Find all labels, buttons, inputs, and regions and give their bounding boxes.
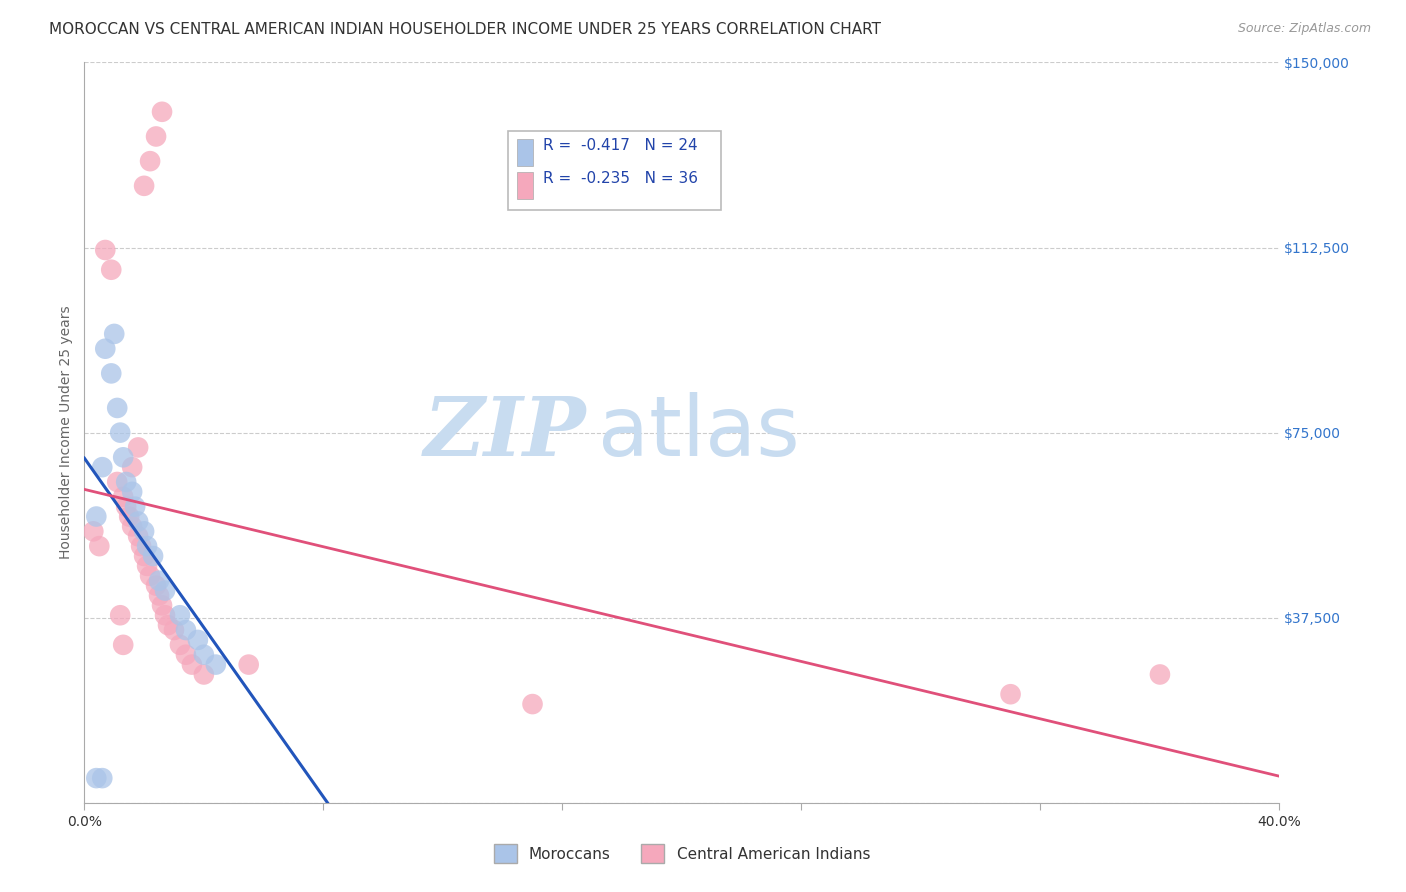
Point <box>205 657 228 672</box>
Point <box>153 608 176 623</box>
Point <box>193 648 215 662</box>
Point <box>136 539 159 553</box>
Point <box>132 178 156 193</box>
Point <box>174 623 197 637</box>
Point <box>238 657 260 672</box>
Text: atlas: atlas <box>599 392 800 473</box>
Point <box>118 509 141 524</box>
Point <box>121 519 143 533</box>
Point <box>169 608 191 623</box>
Point <box>139 568 162 582</box>
Point <box>181 657 204 672</box>
Point <box>127 441 149 455</box>
Point <box>115 475 138 489</box>
Point <box>153 583 176 598</box>
Point <box>157 618 180 632</box>
Point <box>86 771 108 785</box>
Text: ZIP: ZIP <box>423 392 586 473</box>
Point <box>112 490 135 504</box>
Point <box>127 529 149 543</box>
Point <box>132 524 156 539</box>
Point <box>127 515 149 529</box>
Point <box>82 524 104 539</box>
Point <box>142 549 165 563</box>
Point <box>110 425 132 440</box>
Point <box>148 589 170 603</box>
Point <box>89 539 111 553</box>
Point <box>91 771 114 785</box>
Point <box>129 539 152 553</box>
Point <box>112 638 135 652</box>
Point <box>145 129 167 144</box>
Point <box>148 574 170 588</box>
Point <box>91 460 114 475</box>
Point <box>150 104 173 119</box>
Point <box>169 638 191 652</box>
Text: MOROCCAN VS CENTRAL AMERICAN INDIAN HOUSEHOLDER INCOME UNDER 25 YEARS CORRELATIO: MOROCCAN VS CENTRAL AMERICAN INDIAN HOUS… <box>49 22 882 37</box>
Point <box>124 500 146 514</box>
Text: R =  -0.417   N = 24: R = -0.417 N = 24 <box>543 138 697 153</box>
Point <box>187 632 209 647</box>
Point <box>112 450 135 465</box>
Point <box>115 500 138 514</box>
Point <box>100 367 122 381</box>
Point <box>94 342 117 356</box>
Point <box>105 475 128 489</box>
Point <box>121 484 143 499</box>
Point <box>1149 667 1171 681</box>
Point <box>105 401 128 415</box>
Text: R =  -0.235   N = 36: R = -0.235 N = 36 <box>543 171 697 186</box>
Point <box>86 509 108 524</box>
Point <box>1000 687 1022 701</box>
Point <box>110 608 132 623</box>
Point <box>139 154 162 169</box>
Point <box>145 579 167 593</box>
Point <box>150 599 173 613</box>
Point <box>136 558 159 573</box>
Point <box>121 460 143 475</box>
Point <box>163 623 186 637</box>
Point <box>100 262 122 277</box>
Point <box>132 549 156 563</box>
Point <box>94 243 117 257</box>
Legend: Moroccans, Central American Indians: Moroccans, Central American Indians <box>488 838 876 869</box>
Text: Source: ZipAtlas.com: Source: ZipAtlas.com <box>1237 22 1371 36</box>
Y-axis label: Householder Income Under 25 years: Householder Income Under 25 years <box>59 306 73 559</box>
Point <box>103 326 125 341</box>
Point <box>193 667 215 681</box>
Point <box>174 648 197 662</box>
Point <box>522 697 544 711</box>
